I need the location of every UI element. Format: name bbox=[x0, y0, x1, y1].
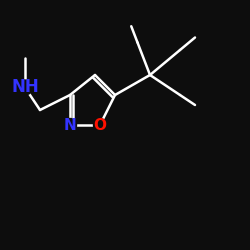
Text: NH: NH bbox=[11, 78, 39, 96]
Text: O: O bbox=[94, 118, 106, 132]
Circle shape bbox=[94, 118, 106, 132]
Circle shape bbox=[18, 80, 32, 95]
Text: N: N bbox=[64, 118, 76, 132]
Circle shape bbox=[64, 118, 76, 132]
